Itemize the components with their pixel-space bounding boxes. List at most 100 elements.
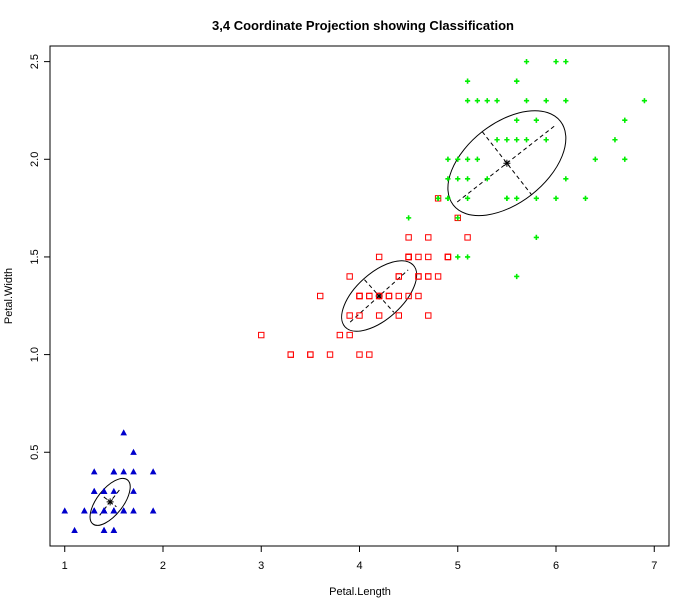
x-axis-label: Petal.Length bbox=[329, 586, 391, 598]
point-0-48 bbox=[110, 507, 118, 514]
point-1-9 bbox=[346, 273, 353, 280]
point-2-30 bbox=[563, 176, 569, 182]
x-tick-label-3: 4 bbox=[356, 560, 362, 572]
point-0-45 bbox=[100, 487, 108, 494]
x-axis: 1 2 3 4 5 6 7 bbox=[62, 546, 657, 572]
point-1-2 bbox=[444, 253, 452, 261]
point-2-0 bbox=[553, 59, 559, 65]
point-2-38 bbox=[435, 195, 441, 201]
point-1-37 bbox=[395, 292, 403, 300]
point-2-39 bbox=[494, 137, 500, 143]
x-tick-label-4: 5 bbox=[455, 560, 461, 572]
point-2-24 bbox=[523, 137, 530, 143]
point-2-35 bbox=[563, 98, 569, 104]
point-0-35 bbox=[81, 507, 88, 514]
point-2-10 bbox=[464, 156, 471, 162]
point-0-19 bbox=[110, 487, 118, 494]
x-tick-label-1: 2 bbox=[160, 560, 166, 572]
x-tick-label-2: 3 bbox=[258, 560, 264, 572]
y-tick-label-0: 0.5 bbox=[29, 445, 41, 460]
point-2-42 bbox=[543, 98, 549, 104]
point-0-26 bbox=[120, 468, 127, 475]
point-2-25 bbox=[553, 195, 559, 201]
point-2-48 bbox=[464, 195, 471, 201]
chart-title: 3,4 Coordinate Projection showing Classi… bbox=[212, 18, 514, 33]
point-1-22 bbox=[444, 253, 452, 261]
data-points bbox=[61, 59, 648, 533]
point-2-4 bbox=[533, 117, 539, 123]
point-1-36 bbox=[425, 253, 432, 261]
point-1-11 bbox=[375, 253, 383, 261]
point-0-18 bbox=[130, 487, 137, 494]
point-1-40 bbox=[395, 312, 403, 319]
point-2-37 bbox=[504, 195, 510, 201]
point-2-15 bbox=[484, 98, 490, 104]
point-2-9 bbox=[563, 59, 569, 65]
point-2-44 bbox=[474, 98, 481, 104]
point-0-16 bbox=[90, 468, 98, 475]
point-1-21 bbox=[356, 292, 363, 300]
point-0-31 bbox=[110, 468, 118, 475]
x-tick-label-6: 7 bbox=[651, 560, 657, 572]
point-0-23 bbox=[130, 448, 137, 455]
x-tick-label-0: 1 bbox=[62, 560, 68, 572]
point-2-14 bbox=[464, 78, 471, 84]
point-1-51 bbox=[415, 273, 422, 280]
point-0-41 bbox=[90, 487, 98, 494]
point-1-7 bbox=[287, 351, 294, 358]
point-2-31 bbox=[592, 156, 598, 162]
point-1-49 bbox=[366, 292, 373, 300]
point-2-6 bbox=[406, 215, 412, 221]
point-1-5 bbox=[405, 292, 412, 300]
point-1-34 bbox=[405, 253, 412, 261]
point-1-35 bbox=[405, 234, 412, 241]
point-1-50 bbox=[444, 253, 452, 261]
point-2-18 bbox=[641, 98, 648, 104]
point-1-14 bbox=[316, 292, 324, 300]
point-0-24 bbox=[149, 507, 157, 514]
point-2-2 bbox=[543, 137, 549, 143]
y-tick-label-1: 1.0 bbox=[29, 347, 41, 362]
ellipse-center-0 bbox=[106, 498, 114, 506]
point-1-45 bbox=[375, 312, 383, 319]
point-0-43 bbox=[120, 429, 127, 436]
point-2-20 bbox=[523, 98, 530, 104]
ellipse-center-2 bbox=[503, 159, 511, 167]
point-2-22 bbox=[622, 156, 628, 162]
point-2-8 bbox=[533, 195, 539, 201]
point-2-46 bbox=[474, 156, 481, 162]
point-2-1 bbox=[464, 176, 471, 182]
point-2-28 bbox=[514, 137, 520, 143]
point-1-29 bbox=[307, 351, 314, 358]
point-1-13 bbox=[425, 273, 432, 280]
point-2-21 bbox=[445, 156, 451, 162]
point-2-32 bbox=[514, 117, 520, 123]
point-1-28 bbox=[405, 253, 412, 261]
point-1-31 bbox=[326, 351, 334, 358]
point-1-26 bbox=[434, 273, 442, 280]
point-2-43 bbox=[523, 59, 530, 65]
point-1-24 bbox=[385, 292, 393, 300]
point-1-20 bbox=[434, 195, 442, 202]
point-0-46 bbox=[120, 507, 127, 514]
point-2-45 bbox=[455, 176, 461, 182]
point-1-23 bbox=[425, 312, 432, 319]
point-1-43 bbox=[287, 351, 294, 358]
point-1-3 bbox=[356, 292, 363, 300]
point-0-5 bbox=[130, 468, 137, 475]
point-0-37 bbox=[100, 526, 108, 533]
classification-ellipses bbox=[89, 110, 567, 526]
point-2-27 bbox=[445, 195, 451, 201]
point-1-0 bbox=[425, 273, 432, 280]
point-2-5 bbox=[612, 137, 618, 143]
point-2-50 bbox=[445, 176, 451, 182]
point-1-6 bbox=[425, 234, 432, 241]
point-1-12 bbox=[356, 351, 363, 358]
point-2-7 bbox=[582, 195, 589, 201]
point-2-40 bbox=[514, 78, 520, 84]
x-tick-label-5: 6 bbox=[553, 560, 559, 572]
y-axis-label: Petal.Width bbox=[3, 268, 15, 324]
point-1-4 bbox=[415, 253, 422, 261]
y-tick-label-4: 2.5 bbox=[29, 54, 41, 69]
